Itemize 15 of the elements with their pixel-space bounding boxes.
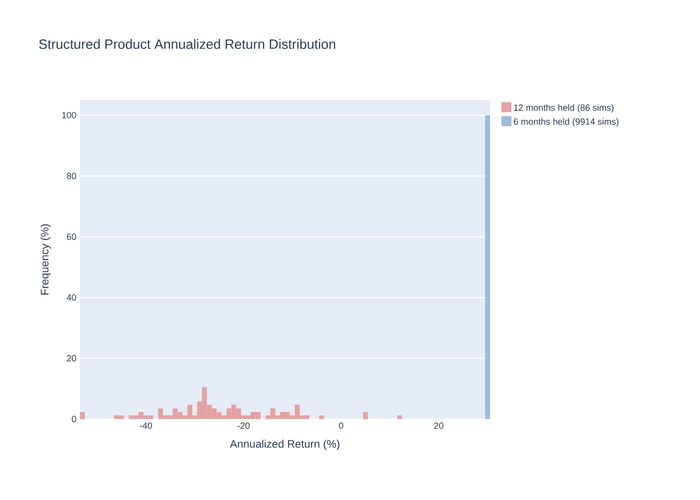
- x-tick-label: 20: [434, 422, 444, 429]
- x-tick-label: 0: [338, 422, 344, 429]
- x-tick-label: -20: [237, 422, 250, 429]
- y-tick-label: 100: [62, 112, 76, 118]
- legend-label: 12 months held (86 sims): [514, 104, 614, 113]
- x-tick-label: -40: [140, 422, 152, 429]
- y-tick-label: 20: [66, 355, 76, 362]
- legend-label: 6 months held (9914 sims): [514, 118, 618, 127]
- chart-title: Structured Product Annualized Return Distribution: [39, 39, 336, 49]
- y-axis-title: Frequency (%): [40, 224, 51, 295]
- y-tick-label: 60: [66, 234, 76, 240]
- y-tick-label: 0: [72, 416, 76, 422]
- y-tick-label: 40: [66, 294, 76, 301]
- x-axis-title: Annualized Return (%): [230, 440, 340, 450]
- y-tick-label: 80: [66, 172, 76, 180]
